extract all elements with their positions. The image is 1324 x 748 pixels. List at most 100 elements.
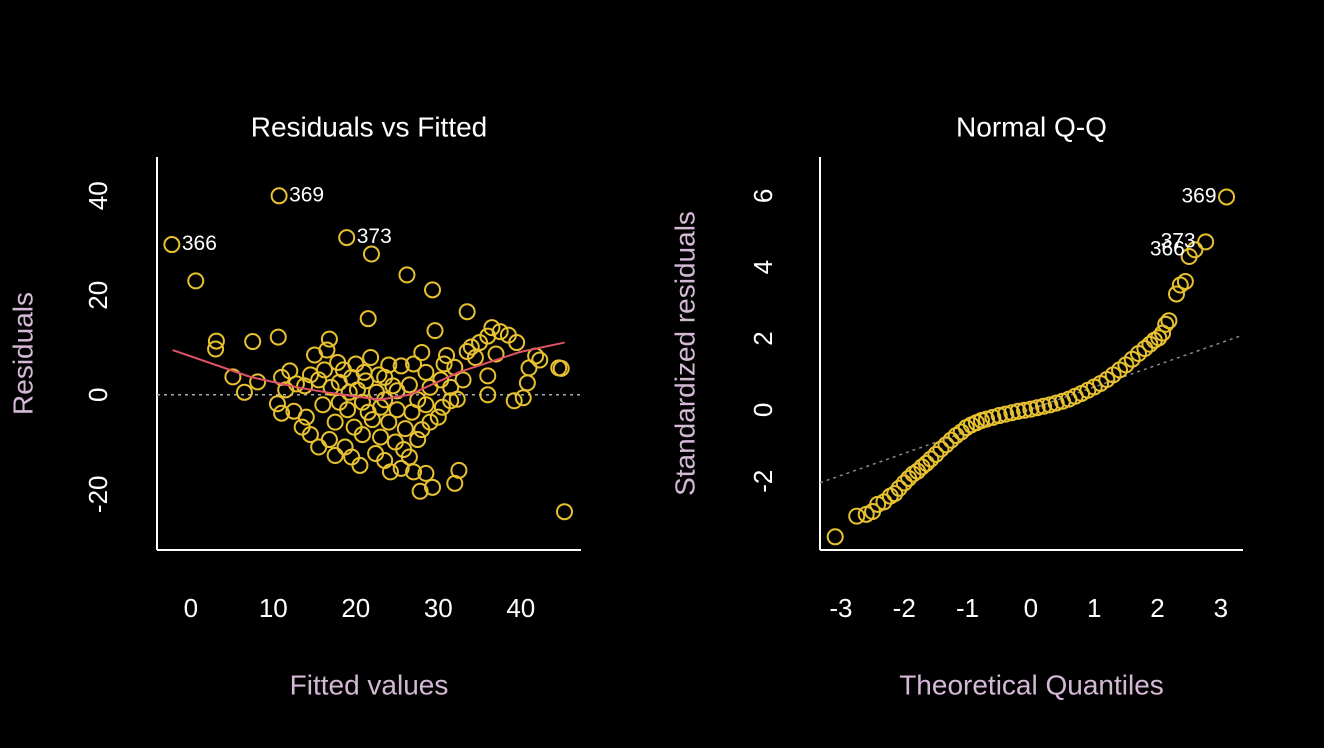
point [421,413,439,431]
point [435,355,453,373]
point [462,338,480,356]
point [826,528,844,546]
point [421,378,439,396]
point [890,479,908,497]
point [384,377,402,395]
point [347,355,365,373]
point [417,464,435,482]
point [1176,272,1194,290]
point [297,408,315,426]
point [458,303,476,321]
point [249,373,267,391]
point [508,334,526,352]
y-tick-label: 4 [748,260,778,274]
y-tick-label: -20 [83,475,113,513]
x-tick-label: 1 [1087,593,1101,623]
point [1150,329,1168,347]
point [287,375,305,393]
point [917,454,935,472]
point [235,383,253,401]
point [922,450,940,468]
point [1197,233,1215,251]
point [932,440,950,458]
point [293,418,311,436]
point [990,407,1008,425]
point [454,371,472,389]
point [314,396,332,414]
x-tick-label: 0 [184,593,198,623]
point [269,328,287,346]
point [336,438,354,456]
point [997,405,1015,423]
point [392,357,410,375]
point [552,359,570,377]
point-label: 369 [1181,184,1216,207]
point [326,446,344,464]
point [429,408,447,426]
point [367,444,385,462]
point [281,362,299,380]
point [380,413,398,431]
chart-title: Normal Q-Q [956,111,1107,142]
point [380,356,398,374]
point [466,348,484,366]
point [514,389,532,407]
point [442,378,460,396]
point [1171,276,1189,294]
point [1009,402,1027,420]
point [1168,285,1186,303]
point [362,245,380,263]
point [433,398,451,416]
x-tick-label: 20 [341,593,370,623]
point [483,319,501,337]
point [322,378,340,396]
x-tick-label: 2 [1150,593,1164,623]
y-tick-label: 40 [83,181,113,210]
point [318,341,336,359]
point [446,474,464,492]
point [310,438,328,456]
point [1041,396,1059,414]
point [163,236,181,254]
point [479,367,497,385]
point [315,361,333,379]
point-label: 366 [182,232,217,255]
point [370,366,388,384]
y-tick-label: 20 [83,281,113,310]
point [556,503,574,521]
y-axis-title: Residuals [7,292,38,415]
point [978,410,996,428]
point [487,345,505,363]
point [1022,400,1040,418]
point [505,392,523,410]
point-label: 366 [1150,237,1185,260]
point [479,327,497,345]
chart-title: Residuals vs Fitted [251,111,488,142]
point [417,363,435,381]
point [895,474,913,492]
point [424,478,442,496]
point [1028,399,1046,417]
x-tick-label: -3 [829,593,852,623]
point [392,459,410,477]
point [372,428,390,446]
y-tick-label: 6 [748,189,778,203]
point [405,355,423,373]
point [1157,315,1175,333]
point [353,426,371,444]
point [518,374,536,392]
point [338,229,356,247]
point [362,348,380,366]
point [310,371,328,389]
point [409,431,427,449]
y-tick-label: 2 [748,331,778,345]
point [1035,397,1053,415]
x-tick-label: -2 [893,593,916,623]
x-axis-title: Theoretical Quantiles [899,669,1164,700]
point [438,346,456,364]
point [388,401,406,419]
point-label: 373 [1161,229,1196,252]
point [1003,404,1021,422]
y-tick-label: -2 [748,470,778,493]
